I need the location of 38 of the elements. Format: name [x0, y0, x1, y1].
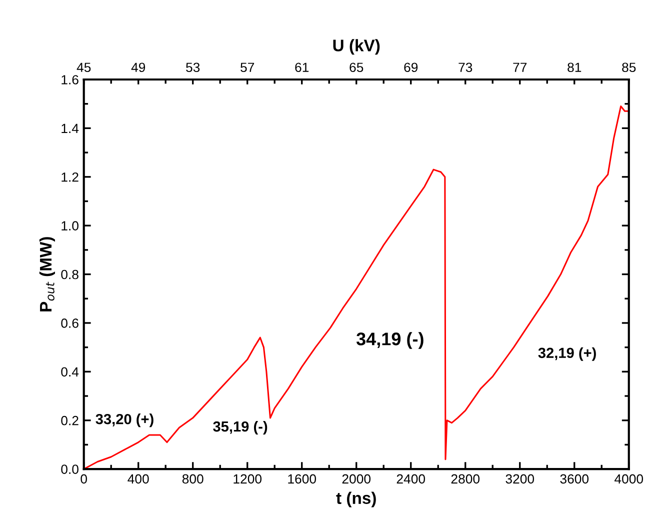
annotation: 33,20 (+): [96, 414, 154, 428]
x2-tick-label: 49: [131, 62, 146, 72]
y-axis-title: P$_{out}$ (MW): [39, 237, 55, 312]
x2-tick-label: 65: [350, 62, 364, 72]
x2-tick-label: 45: [76, 62, 91, 72]
x2-tick-label: 85: [622, 62, 636, 72]
x2-tick-label: 81: [568, 62, 582, 72]
x2-tick-label: 73: [458, 62, 472, 72]
x-tick-label: 2800: [451, 474, 480, 484]
y-tick-label: 0.2: [61, 416, 78, 426]
x2-tick-label: 57: [240, 62, 254, 72]
annotation: 34,19 (-): [356, 332, 424, 349]
x2-axis-title: U (kV): [333, 39, 380, 55]
y-tick-label: 0.0: [61, 464, 78, 474]
x-tick-label: 3200: [506, 474, 534, 484]
x-tick-label: 1600: [288, 474, 316, 484]
y-tick-label: 1.4: [62, 124, 79, 133]
y-tick-label: 0.8: [61, 270, 78, 280]
annotation: 35,19 (-): [213, 420, 268, 435]
x2-tick-label: 69: [404, 62, 418, 72]
x2-tick-label: 61: [295, 62, 309, 72]
x-tick-label: 800: [182, 474, 204, 484]
y-tick-label: 1.6: [62, 75, 78, 84]
x-tick-label: 2400: [396, 474, 426, 484]
y-tick-label: 1.2: [62, 172, 78, 182]
x2-tick-label: 77: [513, 62, 527, 72]
x-tick-label: 1200: [234, 474, 262, 484]
annotation: 32,19 (+): [538, 347, 596, 361]
x-tick-label: 0: [80, 474, 88, 484]
x2-tick-label: 53: [186, 62, 200, 72]
x-tick-label: 400: [128, 474, 149, 484]
x-tick-label: 2000: [342, 474, 371, 484]
x-tick-label: 3600: [560, 474, 589, 484]
x-axis-title: t (ns): [336, 492, 376, 508]
x-tick-label: 4000: [614, 474, 644, 484]
y-tick-label: 1.0: [62, 221, 78, 230]
y-tick-label: 0.4: [61, 367, 79, 377]
y-tick-label: 0.6: [61, 318, 78, 328]
